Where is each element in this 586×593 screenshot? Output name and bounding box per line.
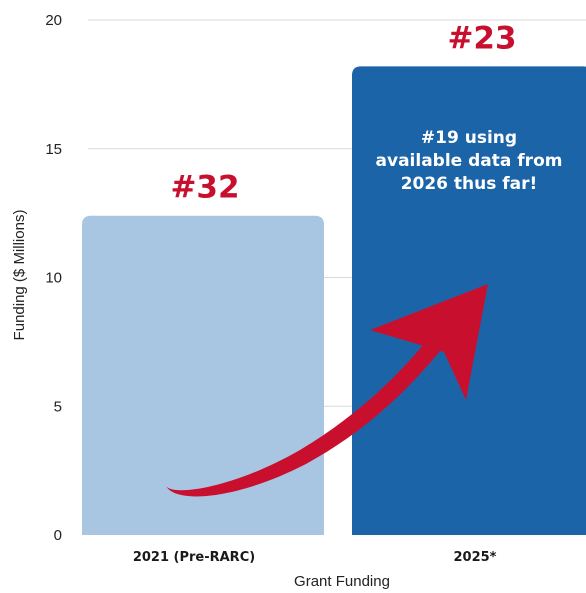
rank-label-2021: #32 [170, 170, 239, 206]
y-tick-label-10: 10 [45, 270, 62, 287]
arrow-head [370, 284, 488, 400]
annotation-line-2: available data from [376, 151, 563, 171]
y-tick-label-20: 20 [45, 12, 62, 29]
x-axis-title: Grant Funding [294, 573, 390, 590]
annotation-line-3: 2026 thus far! [401, 174, 538, 194]
y-axis-title: Funding ($ Millions) [11, 210, 28, 341]
y-tick-label-0: 0 [54, 527, 62, 544]
rank-labels: #32 #23 [170, 20, 516, 205]
x-category-label-2025: 2025* [454, 550, 497, 565]
x-category-label-2021: 2021 (Pre-RARC) [133, 550, 255, 565]
x-category-labels: 2021 (Pre-RARC) 2025* [133, 550, 497, 565]
y-tick-label-5: 5 [54, 398, 62, 415]
bar-2021 [82, 215, 324, 535]
bar-annotation: #19 using available data from 2026 thus fa… [376, 128, 563, 194]
growth-arrow [166, 284, 488, 497]
y-tick-label-15: 15 [45, 141, 62, 158]
rank-label-2025: #23 [447, 20, 516, 56]
y-tick-labels: 0 5 10 15 20 [45, 12, 62, 544]
annotation-line-1: #19 using [421, 128, 517, 148]
